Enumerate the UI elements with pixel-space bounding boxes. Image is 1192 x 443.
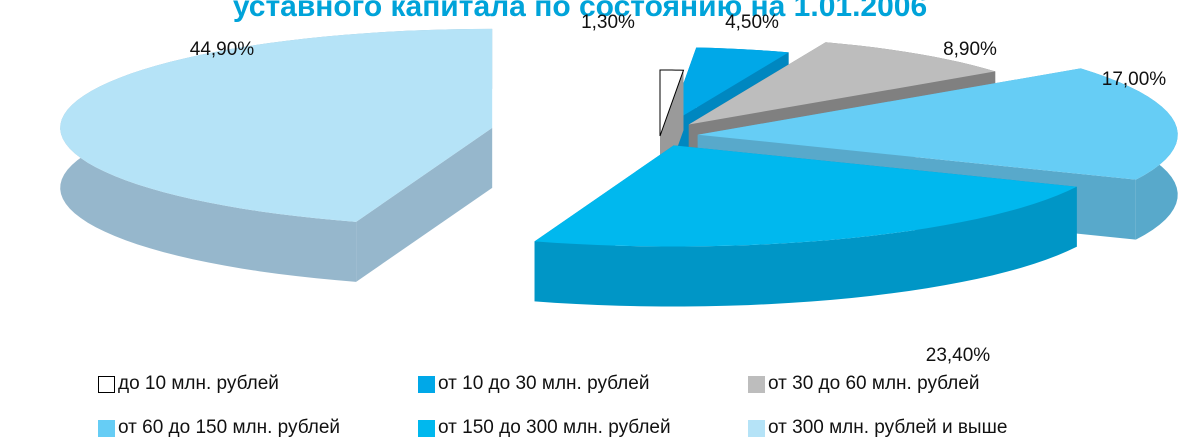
- data-label-1: 1,30%: [581, 12, 635, 33]
- chart-title: уставного капитала по состоянию на 1.01.…: [233, 0, 927, 23]
- pie-slice-edge-6-1: [356, 127, 493, 282]
- legend-label: до 10 млн. рублей: [118, 373, 279, 394]
- data-label-4: 17,00%: [1102, 69, 1167, 90]
- pie-slice-top-6: [60, 28, 493, 222]
- pie-slice-5: [534, 145, 1077, 307]
- legend-item-6: от 300 млн. рублей и выше: [748, 416, 1007, 440]
- legend-swatch: [98, 419, 115, 437]
- data-label-6: 44,90%: [190, 39, 255, 60]
- pie-slice-top-4: [697, 68, 1178, 180]
- legend-label: от 60 до 150 млн. рублей: [118, 417, 341, 438]
- legend-item-1: до 10 млн. рублей: [98, 372, 279, 396]
- pie-slice-top-5: [534, 145, 1077, 247]
- data-label-3: 8,90%: [943, 39, 997, 60]
- pie-slice-top-1: [659, 69, 685, 137]
- legend-item-5: от 150 до 300 млн. рублей: [418, 416, 671, 440]
- legend-swatch: [418, 375, 435, 393]
- legend-label: от 10 до 30 млн. рублей: [438, 373, 650, 394]
- legend-swatch: [98, 375, 115, 393]
- pie-slice-top-3: [688, 42, 996, 125]
- legend-label: от 150 до 300 млн. рублей: [438, 417, 671, 438]
- legend-swatch: [418, 419, 435, 437]
- legend-label: от 30 до 60 млн. рублей: [768, 373, 980, 394]
- legend-label: от 300 млн. рублей и выше: [768, 417, 1008, 438]
- data-label-2: 4,50%: [725, 12, 779, 33]
- pie-slice-side-5: [534, 186, 1077, 307]
- data-label-5: 23,40%: [926, 345, 991, 366]
- data-labels: 1,30% 4,50% 8,90% 17,00% 23,40% 44,90%: [190, 12, 1167, 366]
- pie-slice-top-2: [668, 47, 789, 125]
- pie-slice-6: [60, 28, 493, 282]
- legend-swatch: [748, 375, 765, 393]
- legend-item-3: от 30 до 60 млн. рублей: [748, 372, 979, 396]
- pie-slices: [60, 28, 1178, 307]
- legend-item-4: от 60 до 150 млн. рублей: [98, 416, 340, 440]
- pie-chart: уставного капитала по состоянию на 1.01.…: [60, 0, 1178, 366]
- chart-legend: до 10 млн. рублей от 10 до 30 млн. рублей…: [88, 372, 1088, 442]
- legend-swatch: [748, 419, 765, 437]
- legend-item-2: от 10 до 30 млн. рублей: [418, 372, 649, 396]
